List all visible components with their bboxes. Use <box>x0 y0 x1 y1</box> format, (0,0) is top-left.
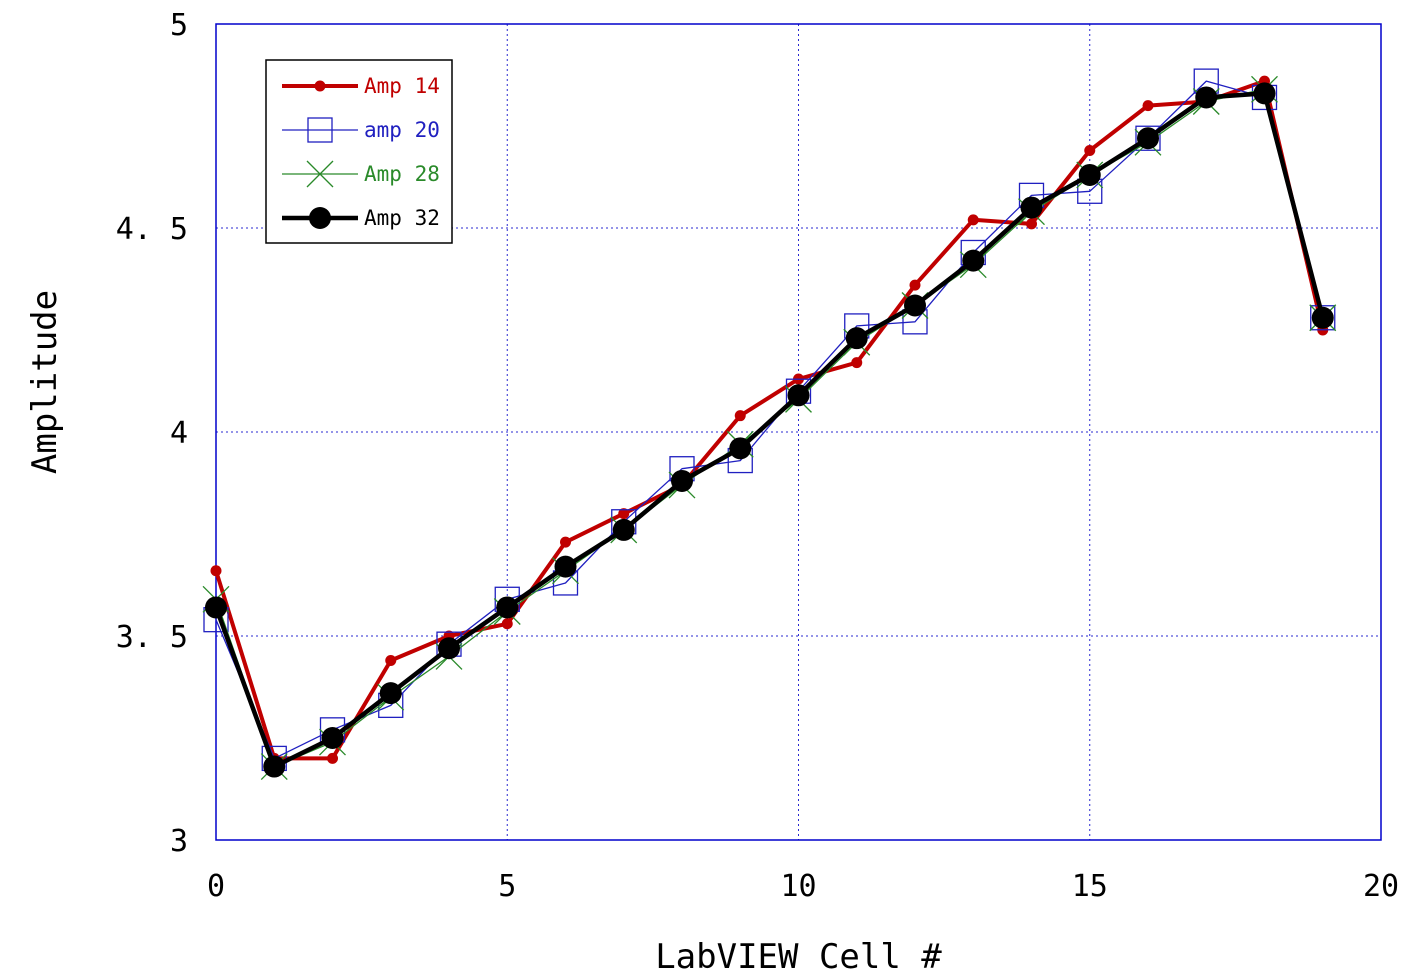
legend-label: Amp 14 <box>364 74 440 98</box>
legend-item: Amp 28 <box>282 160 440 188</box>
series-marker <box>787 384 810 407</box>
series-marker <box>210 565 222 577</box>
x-tick-label: 10 <box>780 869 816 904</box>
series-marker <box>307 117 333 143</box>
series-marker <box>306 160 334 188</box>
series-marker <box>1084 144 1096 156</box>
series-marker <box>263 755 286 778</box>
series-marker <box>1310 305 1336 331</box>
legend-item: amp 20 <box>282 117 440 143</box>
series-marker <box>909 279 921 291</box>
legend-item: Amp 14 <box>282 74 440 98</box>
x-tick-label: 5 <box>498 869 516 904</box>
plot-area-frame <box>215 23 1382 841</box>
series-marker <box>438 637 460 660</box>
series-marker <box>967 214 979 226</box>
series-marker <box>904 294 926 317</box>
series-marker <box>321 727 344 749</box>
y-axis-title: Amplitude <box>25 290 65 474</box>
series-line <box>214 79 1325 761</box>
legend-label: Amp 28 <box>364 162 440 186</box>
series-group <box>202 68 1337 781</box>
series-marker <box>379 682 402 705</box>
series-line <box>213 91 1325 769</box>
legend: Amp 14 amp 20 Amp 28 Amp 32 <box>265 59 453 244</box>
series-marker <box>496 596 519 619</box>
x-tick-label: 0 <box>207 869 225 904</box>
series-marker <box>1142 100 1154 112</box>
series-marker <box>618 508 630 520</box>
grid-lines <box>216 24 1381 840</box>
series-marker <box>1078 163 1101 186</box>
legend-box <box>265 59 453 244</box>
legend-label: Amp 32 <box>364 206 440 230</box>
series-marker <box>309 207 331 229</box>
series-marker <box>501 618 513 630</box>
series-marker <box>385 654 397 666</box>
series-marker <box>845 327 868 350</box>
series-marker <box>554 555 577 578</box>
axis-ticks: 0 5 10 15 20 3 3. 5 4 4. 5 5 <box>116 8 1399 904</box>
series-marker <box>962 249 985 272</box>
series-marker <box>734 410 746 422</box>
series-marker <box>560 536 571 548</box>
series-marker <box>314 80 326 92</box>
legend-item: Amp 32 <box>282 206 440 230</box>
series-marker <box>1137 127 1159 150</box>
series-marker <box>1020 196 1043 219</box>
legend-label: amp 20 <box>364 118 440 142</box>
x-axis-title: LabVIEW Cell # <box>655 937 942 977</box>
x-tick-label: 20 <box>1363 869 1399 904</box>
y-tick-label: 5 <box>170 8 188 43</box>
y-tick-label: 3 <box>170 824 188 859</box>
series-marker <box>729 437 752 460</box>
series-marker <box>671 469 693 492</box>
series-marker <box>1135 125 1161 151</box>
series-marker <box>327 752 338 764</box>
series-marker <box>1195 86 1218 109</box>
series-marker <box>205 596 227 619</box>
series-marker <box>1253 82 1276 105</box>
series-marker <box>851 357 863 369</box>
series-amp-32 <box>205 82 1334 778</box>
series-marker <box>1311 306 1334 329</box>
series-marker <box>612 518 635 541</box>
y-tick-label: 3. 5 <box>116 620 188 655</box>
x-tick-label: 15 <box>1072 869 1108 904</box>
series-marker <box>1026 218 1037 230</box>
y-tick-label: 4 <box>170 416 188 451</box>
y-tick-label: 4. 5 <box>116 212 188 247</box>
